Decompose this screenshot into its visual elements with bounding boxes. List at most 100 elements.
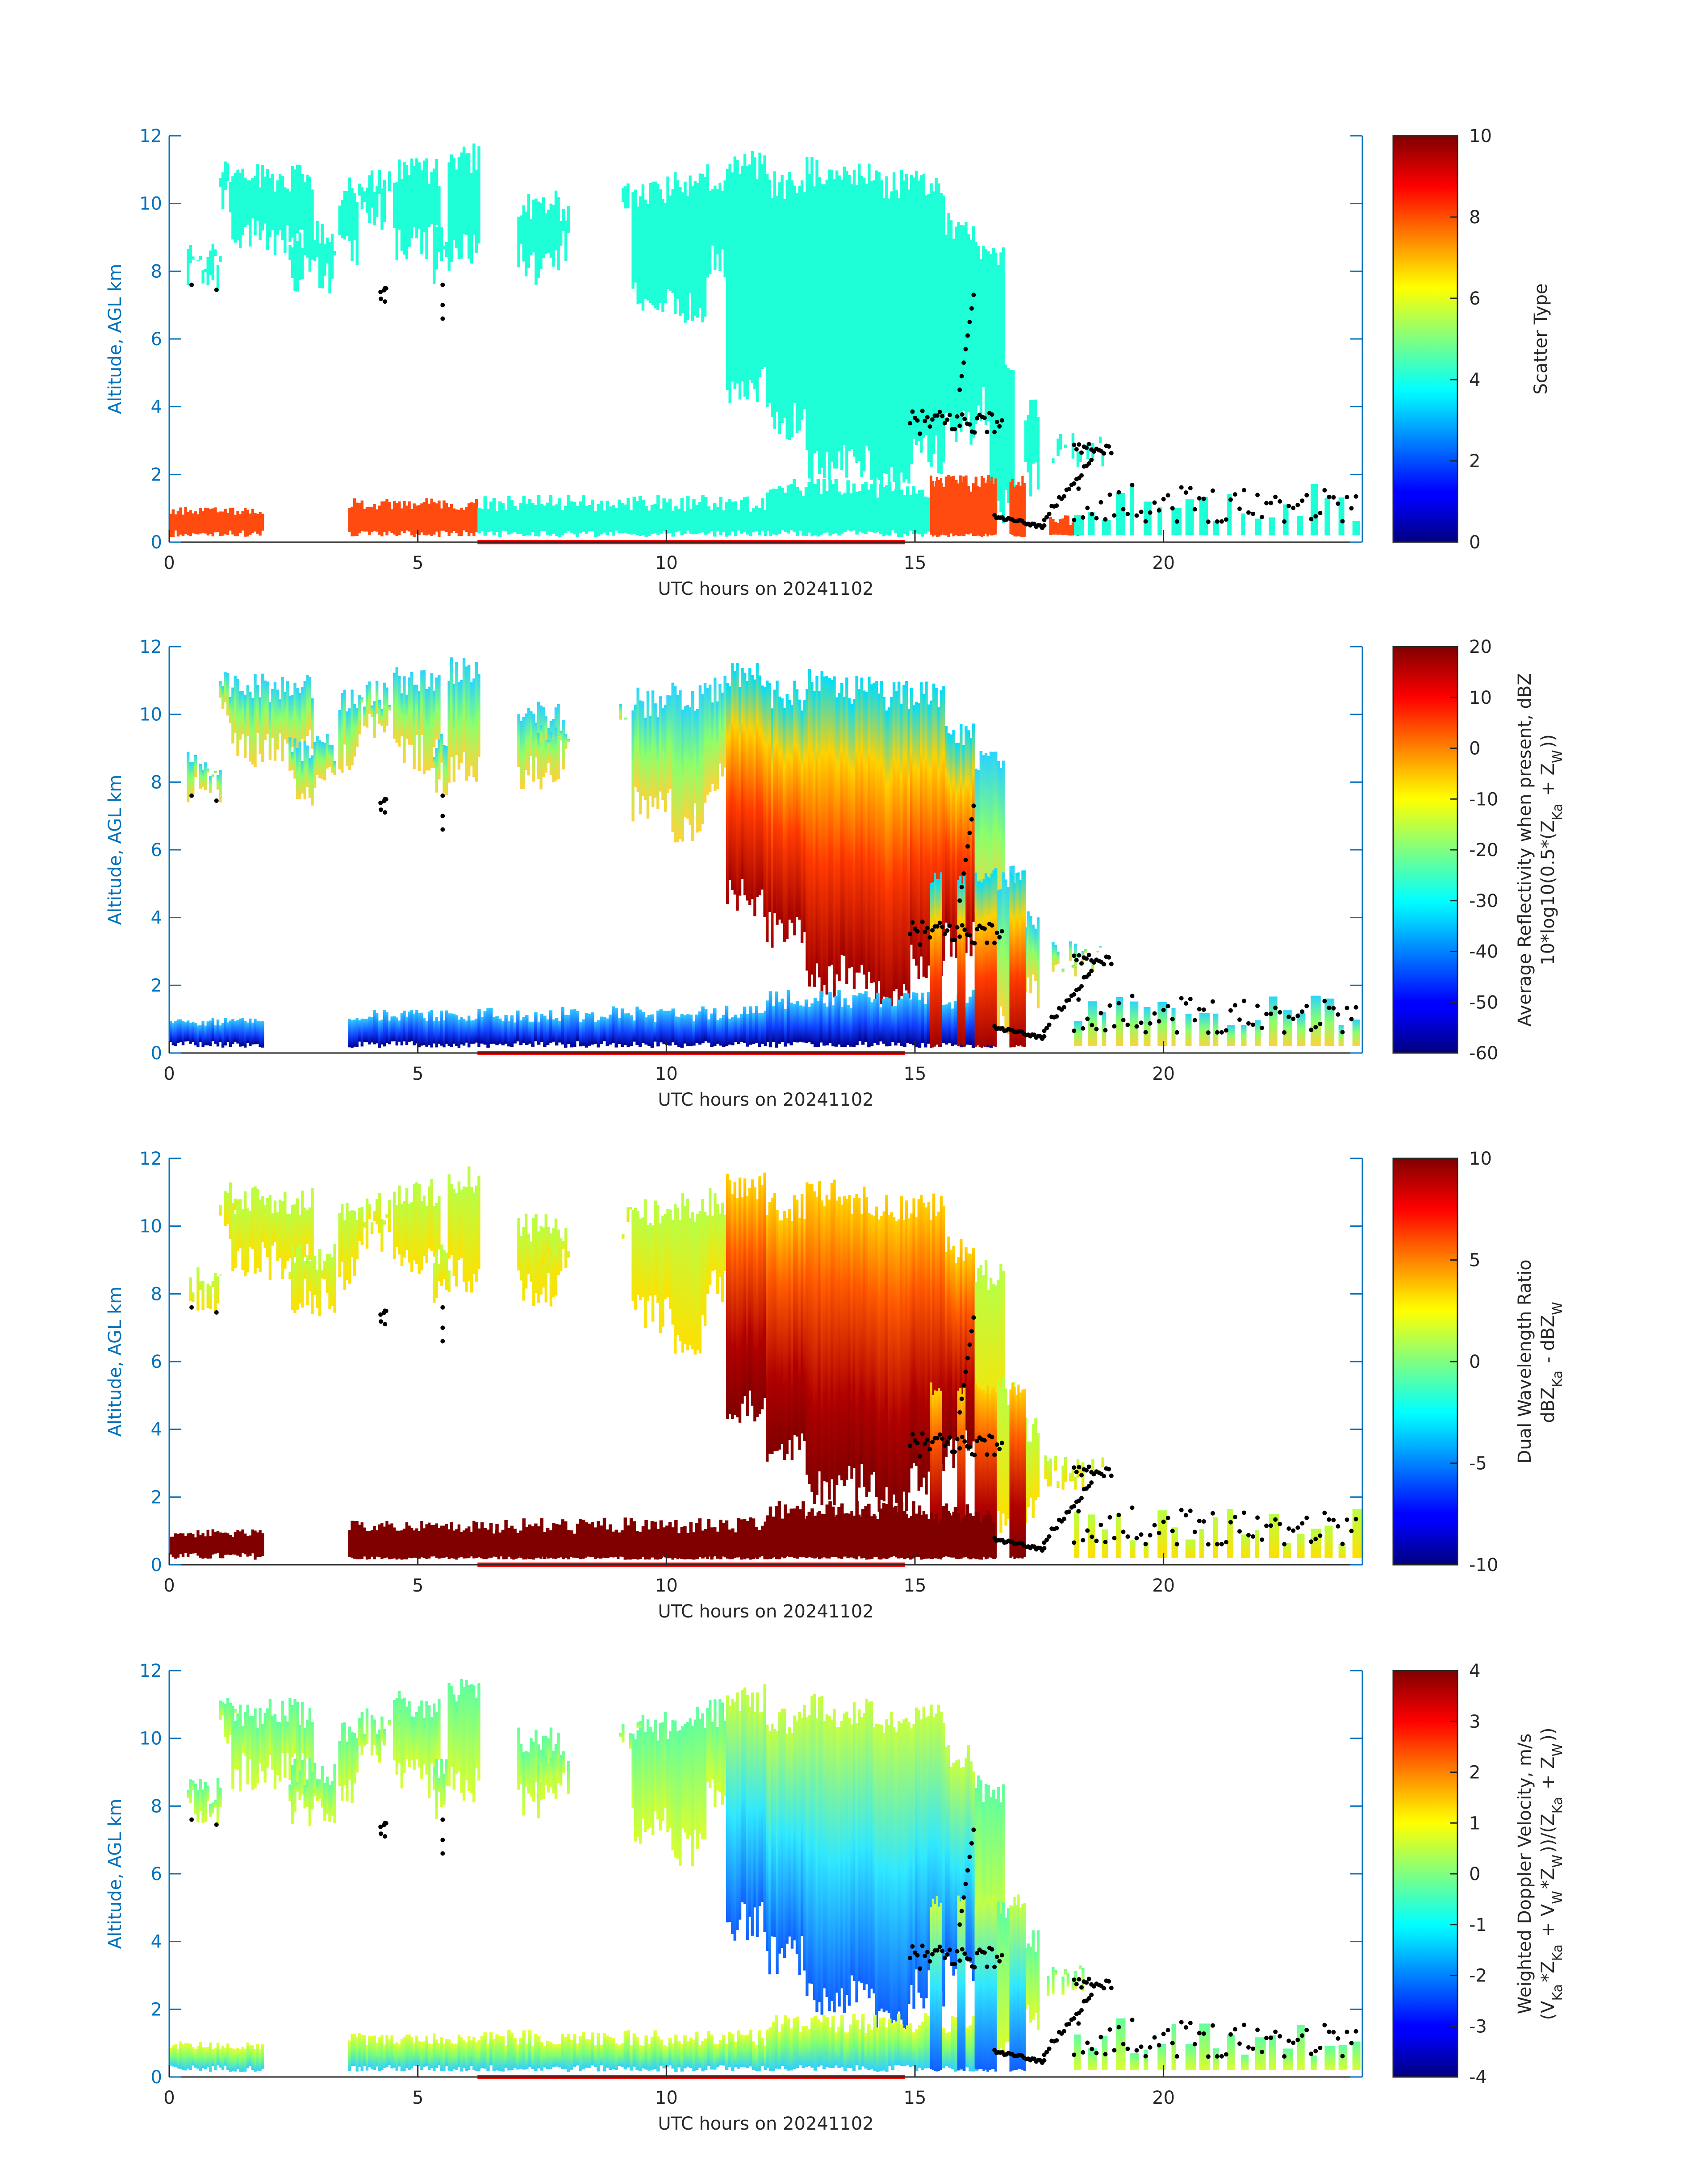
y-tick-label: 8 [151, 261, 162, 282]
colorbar-tick-label: -10 [1469, 1555, 1498, 1575]
y-tick-label: 12 [139, 1661, 162, 1681]
x-tick-label: 20 [1152, 553, 1175, 573]
colorbar-tick-label: 10 [1469, 688, 1492, 708]
heatmap-area [169, 657, 1360, 1048]
colorbar-tick-label: 0 [1469, 1352, 1480, 1372]
x-axis-label: UTC hours on 20241102 [658, 1601, 873, 1622]
colorbar: 0 2 4 6 8 10 Scatter Type [1392, 126, 1551, 553]
colorbar-tick-label: 3 [1469, 1712, 1480, 1732]
x-tick-label: 20 [1152, 1575, 1175, 1596]
x-tick-label: 0 [163, 2088, 175, 2108]
x-tick-label: 15 [904, 1064, 927, 1084]
colorbar-tick-label: -10 [1469, 789, 1498, 810]
colorbar-tick-label: -3 [1469, 2016, 1487, 2037]
y-tick-label: 2 [151, 975, 162, 996]
panel-3: 0 2 4 6 8 10 12 0 5 10 15 20 UTC hours on 20241102 Al… [105, 1149, 1566, 1622]
x-axis-label: UTC hours on 20241102 [658, 2114, 873, 2134]
x-tick-label: 0 [163, 553, 175, 573]
colorbar-tick-label: 1 [1469, 1813, 1480, 1834]
colorbar-gradient [1392, 1157, 1458, 1566]
cloud-base-markers [189, 793, 1358, 1041]
axes: 0 2 4 6 8 10 12 0 5 10 15 20 UTC hours on 20241102 Al… [105, 126, 1363, 599]
colorbar-label: 10*log10(0.5*(ZKa + ZW )) [1538, 734, 1566, 965]
x-tick-label: 10 [655, 1064, 678, 1084]
x-tick-label: 0 [163, 1575, 175, 1596]
y-axis-label: Altitude, AGL km [105, 775, 125, 925]
colorbar-tick-label: 4 [1469, 370, 1480, 390]
x-tick-label: 10 [655, 2088, 678, 2108]
colorbar-tick-label: -40 [1469, 942, 1498, 962]
heatmap-area [169, 143, 1360, 537]
y-tick-label: 6 [151, 1864, 162, 1885]
y-tick-label: 2 [151, 1999, 162, 2020]
y-tick-label: 6 [151, 840, 162, 861]
x-tick-label: 20 [1152, 2088, 1175, 2108]
y-tick-label: 4 [151, 397, 162, 418]
colorbar-tick-label: 0 [1469, 532, 1480, 553]
colorbar-tick-label: 10 [1469, 1149, 1492, 1169]
colorbar-tick-label: 2 [1469, 451, 1480, 472]
cloud-base-markers [189, 282, 1358, 531]
colorbar: -4 -3 -2 -1 0 1 2 3 4 Weighted Doppler Velocity, … [1392, 1661, 1566, 2088]
x-tick-label: 5 [412, 1064, 423, 1084]
y-tick-label: 12 [139, 126, 162, 146]
x-tick-label: 5 [412, 553, 423, 573]
x-tick-label: 10 [655, 553, 678, 573]
colorbar: -60 -50 -40 -30 -20 -10 0 10 20 Average Reflectiv… [1392, 637, 1566, 1064]
y-axis-label: Altitude, AGL km [105, 1287, 125, 1437]
colorbar-tick-label: -60 [1469, 1043, 1498, 1064]
y-tick-label: 10 [139, 1216, 162, 1237]
y-tick-label: 0 [151, 1043, 162, 1064]
y-axis-label: Altitude, AGL km [105, 264, 125, 414]
colorbar-tick-label: 10 [1469, 126, 1492, 146]
cloud-base-markers [189, 1817, 1358, 2065]
y-tick-label: 6 [151, 1352, 162, 1372]
y-tick-label: 0 [151, 532, 162, 553]
axes: 0 2 4 6 8 10 12 0 5 10 15 20 UTC hours on 20241102 Al… [105, 1661, 1363, 2134]
cloud-base-markers [189, 1305, 1358, 1553]
y-tick-label: 10 [139, 194, 162, 214]
colorbar-tick-label: 5 [1469, 1250, 1480, 1271]
colorbar-tick-label: -2 [1469, 1966, 1487, 1986]
y-tick-label: 10 [139, 705, 162, 725]
x-tick-label: 10 [655, 1575, 678, 1596]
y-tick-label: 10 [139, 1729, 162, 1749]
x-tick-label: 15 [904, 553, 927, 573]
heatmap-area [169, 1679, 1361, 2072]
colorbar-tick-label: -4 [1469, 2067, 1487, 2088]
colorbar-tick-label: 0 [1469, 739, 1480, 759]
colorbar-tick-label: 20 [1469, 637, 1492, 657]
y-tick-label: 12 [139, 1149, 162, 1169]
y-tick-label: 8 [151, 1284, 162, 1304]
y-tick-label: 4 [151, 1932, 162, 1952]
x-tick-label: 20 [1152, 1064, 1175, 1084]
colorbar-tick-label: -20 [1469, 840, 1498, 861]
x-axis-label: UTC hours on 20241102 [658, 579, 873, 599]
colorbar-gradient [1392, 646, 1458, 1054]
colorbar-tick-label: 4 [1469, 1661, 1480, 1681]
colorbar-tick-label: -5 [1469, 1454, 1487, 1474]
y-tick-label: 8 [151, 1796, 162, 1817]
x-tick-label: 15 [904, 1575, 927, 1596]
colorbar-tick-label: -1 [1469, 1915, 1487, 1935]
heatmap-area [169, 1166, 1362, 1560]
axes: 0 2 4 6 8 10 12 0 5 10 15 20 UTC hours on 20241102 Al… [105, 637, 1363, 1110]
y-tick-label: 12 [139, 637, 162, 657]
colorbar-tick-label: 6 [1469, 288, 1480, 309]
y-tick-label: 2 [151, 464, 162, 485]
colorbar-tick-label: 8 [1469, 207, 1480, 228]
y-tick-label: 2 [151, 1487, 162, 1508]
y-axis-label: Altitude, AGL km [105, 1799, 125, 1949]
colorbar-tick-label: -50 [1469, 992, 1498, 1013]
y-tick-label: 4 [151, 908, 162, 928]
axes: 0 2 4 6 8 10 12 0 5 10 15 20 UTC hours on 20241102 Al… [105, 1149, 1363, 1622]
colorbar-tick-label: 0 [1469, 1864, 1480, 1885]
panel-2: 0 2 4 6 8 10 12 0 5 10 15 20 UTC hours on 20241102 Al… [105, 637, 1566, 1110]
x-tick-label: 5 [412, 1575, 423, 1596]
x-axis-label: UTC hours on 20241102 [658, 1090, 873, 1110]
x-tick-label: 15 [904, 2088, 927, 2108]
colorbar-label: Weighted Doppler Velocity, m/s [1515, 1734, 1535, 2014]
